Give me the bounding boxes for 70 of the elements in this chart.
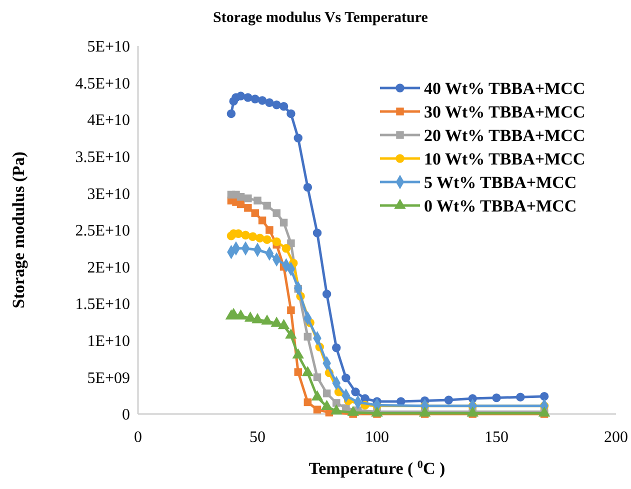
x-axis-title: Temperature ( $^{0}$C ) bbox=[308, 459, 446, 478]
x-tick-label: 50 bbox=[250, 429, 266, 446]
chart-title: Storage modulus Vs Temperature bbox=[213, 10, 428, 26]
point bbox=[254, 196, 262, 204]
y-tick-label: 5E+09 bbox=[87, 370, 130, 387]
point bbox=[244, 204, 252, 212]
point bbox=[236, 92, 246, 100]
point bbox=[266, 226, 274, 234]
point bbox=[248, 232, 258, 241]
y-tick-label: 1E+10 bbox=[87, 333, 130, 350]
y-tick-label: 1.5E+10 bbox=[75, 296, 130, 314]
point bbox=[251, 209, 259, 217]
point bbox=[540, 392, 549, 401]
point bbox=[241, 230, 250, 240]
point bbox=[258, 216, 266, 224]
point bbox=[332, 343, 341, 352]
point bbox=[256, 234, 264, 242]
point bbox=[244, 194, 252, 202]
point bbox=[287, 239, 295, 248]
point bbox=[272, 100, 281, 110]
x-tick-label: 100 bbox=[365, 429, 389, 446]
x-tick-label: 150 bbox=[484, 429, 508, 446]
y-tick-label: 0 bbox=[122, 406, 130, 424]
legend-label: 30 Wt% TBBA+MCC bbox=[424, 102, 586, 122]
point bbox=[294, 368, 302, 376]
point bbox=[250, 94, 260, 104]
point bbox=[294, 134, 302, 142]
legend-label: 0 Wt% TBBA+MCC bbox=[424, 196, 577, 216]
point bbox=[313, 406, 322, 414]
legend-label: 20 Wt% TBBA+MCC bbox=[424, 126, 586, 145]
point bbox=[332, 399, 340, 407]
y-tick-label: 2.5E+10 bbox=[75, 222, 130, 240]
point bbox=[342, 374, 350, 382]
y-tick-label: 3E+10 bbox=[87, 186, 130, 203]
point bbox=[262, 235, 272, 244]
y-tick-label: 5E+10 bbox=[87, 38, 130, 56]
point bbox=[312, 228, 322, 238]
legend-label: 10 Wt% TBBA+MCC bbox=[424, 149, 586, 168]
point bbox=[313, 373, 322, 382]
y-tick-label: 3.5E+10 bbox=[75, 149, 130, 166]
point bbox=[303, 182, 312, 192]
point bbox=[244, 93, 252, 102]
x-tick-label: 200 bbox=[604, 429, 628, 446]
y-tick-label: 4E+10 bbox=[87, 112, 130, 130]
y-tick-label: 2E+10 bbox=[87, 259, 130, 276]
point bbox=[304, 398, 312, 406]
point bbox=[322, 390, 331, 398]
y-axis-title: Storage modulus (Pa) bbox=[9, 152, 28, 308]
x-tick-label: 0 bbox=[134, 429, 142, 446]
point bbox=[287, 306, 295, 314]
point bbox=[286, 109, 296, 118]
y-tick-label: 4.5E+10 bbox=[75, 75, 130, 92]
point bbox=[265, 98, 274, 108]
point bbox=[322, 290, 332, 298]
point bbox=[516, 392, 525, 402]
point bbox=[263, 202, 271, 210]
point bbox=[444, 396, 454, 404]
point bbox=[272, 237, 281, 246]
point bbox=[236, 193, 245, 201]
point bbox=[351, 388, 360, 396]
point bbox=[272, 209, 280, 217]
point bbox=[280, 218, 288, 227]
legend-label: 40 Wt% TBBA+MCC bbox=[424, 78, 586, 98]
point bbox=[258, 96, 267, 105]
point bbox=[282, 244, 291, 253]
point bbox=[226, 109, 236, 118]
legend-label: 5 Wt% TBBA+MCC bbox=[424, 172, 577, 192]
point bbox=[279, 102, 288, 111]
point bbox=[492, 393, 501, 402]
point bbox=[304, 332, 312, 341]
